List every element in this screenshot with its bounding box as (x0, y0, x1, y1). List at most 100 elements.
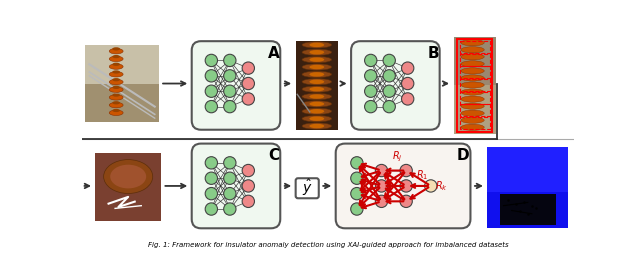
Bar (460, 92, 490, 104)
Ellipse shape (113, 55, 120, 58)
Ellipse shape (309, 57, 324, 62)
Bar (499, 194, 556, 225)
Circle shape (400, 195, 412, 208)
Circle shape (242, 195, 255, 208)
Ellipse shape (109, 72, 123, 77)
Ellipse shape (461, 89, 484, 95)
Circle shape (351, 187, 363, 200)
Ellipse shape (302, 116, 332, 122)
Ellipse shape (309, 65, 324, 69)
Bar (86, 45, 159, 83)
Circle shape (205, 100, 218, 113)
Ellipse shape (302, 86, 332, 92)
Bar (488, 147, 568, 228)
Ellipse shape (309, 102, 324, 106)
Ellipse shape (302, 79, 332, 85)
Ellipse shape (309, 72, 324, 77)
Circle shape (375, 195, 388, 208)
Ellipse shape (302, 123, 332, 129)
Ellipse shape (113, 86, 120, 89)
Circle shape (223, 85, 236, 97)
Ellipse shape (309, 87, 324, 91)
Bar (460, 104, 490, 116)
Circle shape (365, 100, 377, 113)
Circle shape (424, 180, 437, 192)
Ellipse shape (309, 50, 324, 54)
Ellipse shape (461, 75, 484, 81)
Ellipse shape (302, 71, 332, 78)
Ellipse shape (309, 116, 324, 121)
Circle shape (400, 180, 412, 192)
Circle shape (351, 203, 363, 215)
Ellipse shape (113, 70, 120, 74)
Ellipse shape (109, 49, 123, 54)
Ellipse shape (302, 56, 332, 63)
Circle shape (375, 180, 388, 192)
Circle shape (223, 203, 236, 215)
Bar (460, 41, 490, 53)
Circle shape (400, 164, 412, 177)
Circle shape (205, 203, 218, 215)
Ellipse shape (461, 68, 484, 74)
Ellipse shape (109, 64, 123, 69)
Circle shape (205, 157, 218, 169)
Bar (454, 37, 496, 134)
Ellipse shape (302, 108, 332, 114)
Ellipse shape (302, 64, 332, 70)
Ellipse shape (309, 109, 324, 114)
Circle shape (223, 187, 236, 200)
Ellipse shape (110, 165, 146, 188)
FancyBboxPatch shape (296, 178, 319, 198)
Bar (86, 83, 159, 122)
Ellipse shape (104, 160, 153, 193)
Ellipse shape (113, 63, 120, 66)
Text: Fig. 1: Framework for insulator anomaly detection using XAI-guided approach for : Fig. 1: Framework for insulator anomaly … (148, 241, 508, 247)
Ellipse shape (113, 101, 120, 104)
Bar (458, 39, 492, 132)
Text: B: B (428, 46, 439, 61)
Ellipse shape (461, 54, 484, 60)
Circle shape (205, 70, 218, 82)
Circle shape (383, 54, 396, 67)
Ellipse shape (302, 49, 332, 56)
Circle shape (223, 172, 236, 184)
Circle shape (383, 70, 396, 82)
Circle shape (401, 62, 414, 74)
Ellipse shape (109, 110, 123, 116)
Ellipse shape (109, 95, 123, 100)
Circle shape (205, 187, 218, 200)
Circle shape (223, 70, 236, 82)
Text: $R_k$: $R_k$ (435, 179, 448, 193)
Circle shape (383, 85, 396, 97)
Ellipse shape (309, 124, 324, 128)
Bar (460, 66, 490, 78)
Circle shape (205, 172, 218, 184)
Ellipse shape (461, 110, 484, 116)
Ellipse shape (461, 96, 484, 102)
Ellipse shape (309, 80, 324, 84)
Circle shape (205, 54, 218, 67)
Circle shape (365, 54, 377, 67)
Circle shape (375, 164, 388, 177)
Ellipse shape (113, 78, 120, 81)
Bar (460, 54, 490, 66)
Ellipse shape (461, 117, 484, 123)
Circle shape (223, 157, 236, 169)
FancyBboxPatch shape (192, 144, 280, 228)
Ellipse shape (461, 103, 484, 109)
FancyBboxPatch shape (351, 41, 440, 130)
Ellipse shape (113, 93, 120, 97)
Circle shape (351, 157, 363, 169)
Circle shape (365, 85, 377, 97)
Bar (454, 85, 496, 134)
Circle shape (223, 100, 236, 113)
Ellipse shape (461, 47, 484, 53)
Ellipse shape (461, 82, 484, 88)
Bar (95, 153, 161, 221)
Circle shape (205, 85, 218, 97)
Ellipse shape (113, 47, 120, 50)
Ellipse shape (461, 40, 484, 46)
Circle shape (242, 62, 255, 74)
Circle shape (401, 77, 414, 90)
Bar (460, 117, 490, 129)
